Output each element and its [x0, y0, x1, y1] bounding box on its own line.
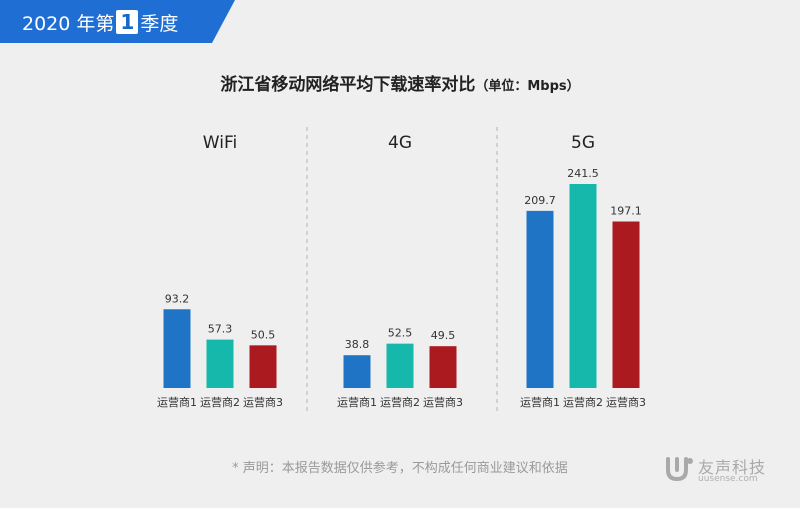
badge-quarter-number: 1	[116, 10, 139, 34]
bar-4g-2	[386, 343, 414, 388]
disclaimer: * 声明：本报告数据仅供参考，不构成任何商业建议和依据	[232, 461, 568, 476]
value-label: 241.5	[567, 167, 599, 180]
value-label: 50.5	[251, 328, 276, 341]
chart-title: 浙江省移动网络平均下载速率对比（单位：Mbps）	[0, 70, 800, 95]
value-label: 49.5	[431, 329, 456, 342]
category-label: 运营商2	[563, 395, 603, 409]
bar-5g-2	[569, 184, 597, 388]
group-label: WiFi	[203, 133, 237, 153]
logo-icon	[666, 457, 693, 482]
category-label: 运营商3	[606, 395, 646, 409]
bar-4g-1	[343, 355, 371, 388]
category-label: 运营商3	[423, 395, 463, 409]
category-label: 运营商1	[337, 395, 377, 409]
logo-name: 友声科技	[698, 458, 767, 477]
value-label: 38.8	[345, 338, 370, 351]
bar-chart: WiFi 93.2 运营商1 57.3 运营商2 50.5 运营商3 4G 38.8 运营商1 52…	[157, 127, 646, 412]
category-label: 运营商1	[157, 395, 197, 409]
chart-title-unit: （单位：Mbps）	[475, 79, 580, 94]
uusense-logo: 友声科技 uusense.com	[664, 452, 784, 488]
value-label: 197.1	[610, 205, 642, 218]
logo-url: uusense.com	[698, 474, 758, 484]
badge-suffix: 季度	[140, 12, 179, 35]
bar-wifi-1	[163, 309, 191, 388]
bar-wifi-3	[249, 345, 277, 388]
bar-5g-1	[526, 210, 554, 388]
group-label: 4G	[388, 133, 412, 153]
category-label: 运营商2	[200, 395, 240, 409]
category-label: 运营商3	[243, 395, 283, 409]
value-label: 93.2	[165, 292, 190, 305]
bar-4g-3	[429, 346, 457, 388]
value-label: 209.7	[524, 194, 556, 207]
chart-title-main: 浙江省移动网络平均下载速率对比	[220, 75, 476, 95]
category-label: 运营商1	[520, 395, 560, 409]
group-label: 5G	[571, 133, 595, 153]
value-label: 57.3	[208, 323, 233, 336]
bar-wifi-2	[206, 339, 234, 388]
category-label: 运营商2	[380, 395, 420, 409]
quarter-badge-text: 2020 年第 1 季度	[22, 6, 178, 38]
bar-5g-3	[612, 221, 640, 388]
value-label: 52.5	[388, 327, 413, 340]
badge-year: 2020 年第	[22, 12, 115, 35]
